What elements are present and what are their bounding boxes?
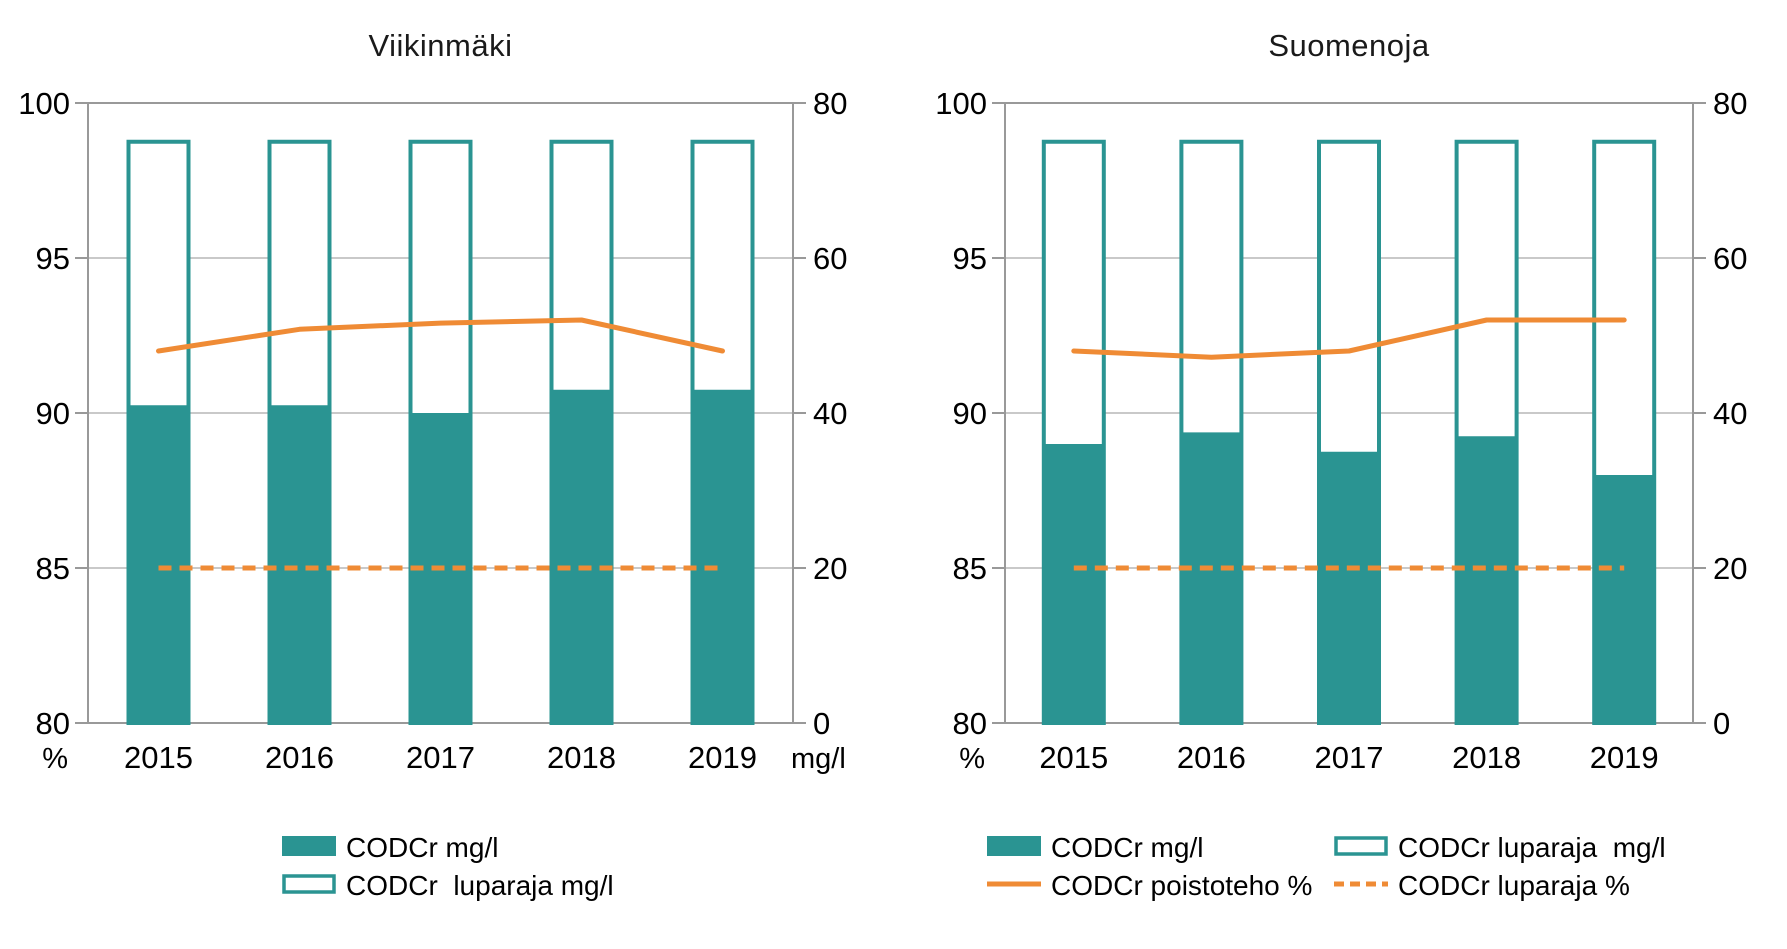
right-axis-tick-label: 0 [813,706,830,741]
x-axis-tick-label: 2016 [265,740,334,775]
left-axis-tick-label: 80 [36,706,70,741]
right-axis-unit-label: mg/l [791,743,846,775]
legend-swatch-bar-filled [987,836,1041,856]
viikinmaki-chart: 100 95 90 85 80 80 60 40 20 0% mg/l 2015 2016 2017 201… [18,86,847,901]
left-axis-tick-label: 100 [935,86,987,121]
right-axis-tick-label: 20 [1713,551,1747,586]
x-axis-tick-label: 2017 [406,740,475,775]
x-axis-tick-label: 2018 [547,740,616,775]
legend-swatch-bar-outline [282,874,336,894]
right-axis-tick-label: 60 [1713,241,1747,276]
left-axis-tick-label: 80 [953,706,987,741]
x-axis-tick-label: 2016 [1177,740,1246,775]
legend-label: CODCr luparaja % [1398,870,1630,901]
right-axis-tick-label: 40 [1713,396,1747,431]
bar-codcr [1319,451,1379,723]
left-axis-tick-label: 90 [36,396,70,431]
x-axis-tick-label: 2017 [1315,740,1384,775]
left-axis-tick-label: 85 [36,551,70,586]
x-axis-tick-label: 2019 [688,740,757,775]
right-axis-tick-label: 40 [813,396,847,431]
legend-swatch-bar-outline [1334,836,1388,856]
x-axis-tick-label: 2019 [1590,740,1659,775]
legend-label: CODCr poistoteho % [1051,870,1312,901]
x-axis-tick-label: 2015 [124,740,193,775]
chart-title-viikinmaki: Viikinmäki [368,28,513,63]
x-axis-tick-label: 2015 [1039,740,1108,775]
legend-label: CODCr luparaja mg/l [1398,832,1666,863]
line-poistoteho [1071,317,1627,360]
bar-codcr [269,405,330,723]
left-axis-tick-label: 90 [953,396,987,431]
right-axis-tick-label: 60 [813,241,847,276]
line-poistoteho [156,317,725,354]
bar-codcr [1594,475,1655,723]
x-axis-tick-label: 2018 [1452,740,1521,775]
left-axis-tick-label: 100 [18,86,70,121]
left-axis-tick-label: 95 [36,241,70,276]
left-axis-unit-label: % [42,743,68,775]
legend-label: CODCr luparaja mg/l [346,870,614,901]
bar-codcr [1043,444,1104,723]
bar-codcr [1456,436,1517,723]
suomenoja-chart: 100 95 90 85 80 80 60 40 20 0% 2015 2016 2017 2018 201… [935,86,1747,901]
bar-codcr [128,405,189,723]
legend-label: CODCr mg/l [346,832,498,863]
bar-codcr [1181,432,1242,723]
right-axis-tick-label: 80 [813,86,847,121]
bar-codcr [692,389,753,723]
right-axis-tick-label: 80 [1713,86,1747,121]
left-axis-unit-label: % [959,743,985,775]
left-axis-tick-label: 95 [953,241,987,276]
legend-label: CODCr mg/l [1051,832,1203,863]
legend-swatch-bar-filled [282,836,336,856]
bar-codcr [551,389,612,723]
right-axis-tick-label: 20 [813,551,847,586]
left-axis-tick-label: 85 [953,551,987,586]
right-axis-tick-label: 0 [1713,706,1730,741]
chart-title-suomenoja: Suomenoja [1268,28,1430,63]
